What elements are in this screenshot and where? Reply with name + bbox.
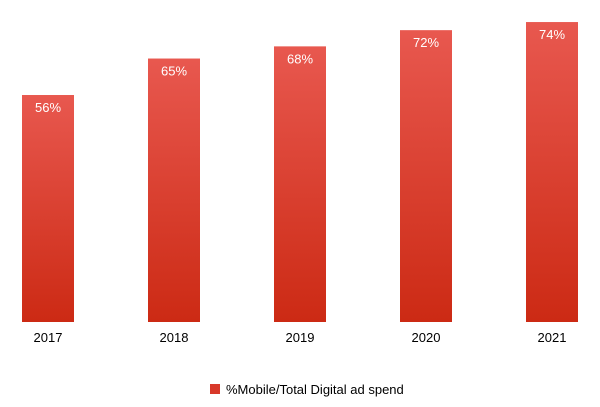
bar-2020 — [400, 30, 452, 322]
x-tick-label-2019: 2019 — [286, 330, 315, 345]
bar-value-label-2018: 65% — [161, 64, 187, 79]
x-tick-label-2021: 2021 — [538, 330, 567, 345]
legend[interactable]: %Mobile/Total Digital ad spend — [210, 382, 404, 397]
x-tick-label-2017: 2017 — [34, 330, 63, 345]
x-tick-label-2020: 2020 — [412, 330, 441, 345]
bar-value-label-2020: 72% — [413, 35, 439, 50]
legend-swatch — [210, 384, 220, 394]
bar-value-label-2021: 74% — [539, 27, 565, 42]
bar-value-label-2019: 68% — [287, 51, 313, 66]
x-axis-ticks: 2017 2018 2019 2020 2021 — [34, 330, 567, 345]
bar-2019 — [274, 46, 326, 323]
bar-2021 — [526, 22, 578, 322]
x-tick-label-2018: 2018 — [160, 330, 189, 345]
bar-2017 — [22, 95, 74, 322]
bar-labels-group: 56% 65% 68% 72% 74% — [35, 27, 565, 115]
bars-group — [22, 22, 578, 323]
bar-2018 — [148, 58, 200, 323]
bar-value-label-2017: 56% — [35, 100, 61, 115]
legend-label: %Mobile/Total Digital ad spend — [226, 382, 404, 397]
